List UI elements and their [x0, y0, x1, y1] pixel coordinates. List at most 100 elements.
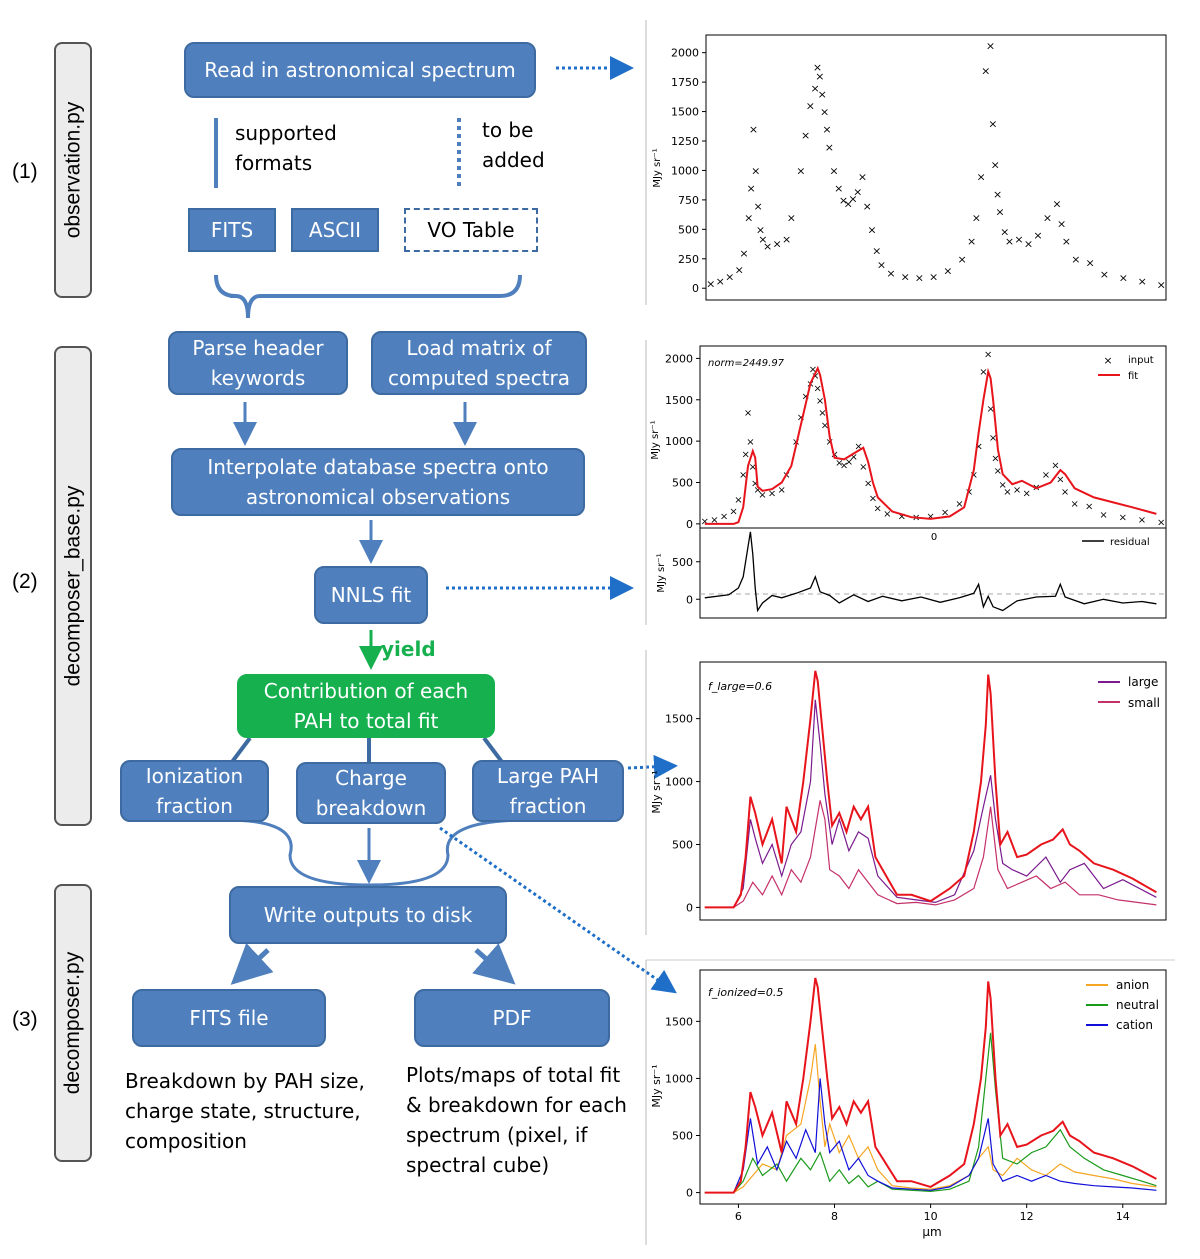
- observation-point: ×: [739, 247, 748, 260]
- charge-frame: [699, 969, 1167, 1205]
- to-be-added-label: to be added: [482, 118, 545, 172]
- fit-input-point: ×: [1022, 488, 1030, 499]
- size-ylabel: MJy sr⁻¹: [650, 770, 663, 813]
- observation-point: ×: [1062, 235, 1071, 248]
- observation-point: ×: [834, 182, 843, 195]
- charge-xtick-label: 12: [1020, 1210, 1034, 1223]
- charge-ytick-label: 1000: [665, 1072, 693, 1085]
- observation-point: ×: [751, 164, 760, 177]
- charge-series-neutral: [704, 1032, 1157, 1194]
- fit-input-point: ×: [809, 364, 817, 375]
- fit-input-point: ×: [850, 452, 858, 463]
- fit-input-point: ×: [835, 458, 843, 469]
- observation-point: ×: [825, 141, 834, 154]
- observation-point: ×: [886, 267, 895, 280]
- observation-ytick-label: 1000: [671, 164, 699, 177]
- observation-point: ×: [1100, 268, 1109, 281]
- supported-formats-label: supported formats: [235, 121, 337, 175]
- dotted-charge-chart: [439, 826, 677, 994]
- residual-series-line: [704, 531, 1157, 613]
- observation-point: ×: [986, 40, 995, 53]
- fit-input-point: ×: [1042, 470, 1050, 481]
- ascii-format-box: ASCII: [291, 208, 379, 252]
- observation-point: ×: [995, 206, 1004, 219]
- fit-input-point: ×: [744, 408, 752, 419]
- fit-input-point: ×: [955, 499, 963, 510]
- observation-point: ×: [758, 233, 767, 246]
- fit-input-point: ×: [1013, 485, 1021, 496]
- branch-large: [482, 736, 504, 764]
- ionization-fraction-box: Ionization fraction: [120, 760, 269, 822]
- legend-fit-label: fit: [1128, 371, 1138, 382]
- observation-point: ×: [820, 106, 829, 119]
- charge-series-anion: [704, 1044, 1157, 1194]
- observation-point: ×: [901, 270, 910, 283]
- fit-input-point: ×: [984, 349, 992, 360]
- charge-xtick-label: 8: [831, 1210, 838, 1223]
- observation-ytick-label: 500: [678, 223, 699, 236]
- step-label-1: (1): [12, 160, 38, 183]
- module-decomposer-base: decomposer_base.py: [54, 346, 92, 826]
- fit-input-point: ×: [710, 515, 718, 526]
- write-outputs-box: Write outputs to disk: [229, 886, 507, 944]
- fit-input-point: ×: [989, 433, 997, 444]
- observation-point: ×: [1000, 226, 1009, 239]
- observation-point: ×: [957, 253, 966, 266]
- observation-point: ×: [839, 194, 848, 207]
- fit-input-point: ×: [1085, 502, 1093, 513]
- fit-input-point: ×: [859, 462, 867, 473]
- observation-frame: [705, 34, 1167, 301]
- legend-cation-label: cation: [1116, 1018, 1153, 1032]
- observation-point: ×: [787, 212, 796, 225]
- fit-ytick-label: 2000: [665, 352, 693, 365]
- observation-point: ×: [818, 88, 827, 101]
- size-annotation: f_large=0.6: [708, 680, 772, 693]
- fit-input-point: ×: [1138, 515, 1146, 526]
- observation-point: ×: [848, 193, 857, 206]
- fit-series-line: [704, 365, 1157, 525]
- observation-point: ×: [863, 200, 872, 213]
- fit-input-point: ×: [739, 470, 747, 481]
- fit-input-point: ×: [979, 367, 987, 378]
- size-ytick-label: 1500: [665, 713, 693, 726]
- fit-input-point: ×: [1157, 517, 1165, 528]
- fit-input-point: ×: [864, 479, 872, 490]
- observation-point: ×: [988, 117, 997, 130]
- observation-ytick-label: 1500: [671, 106, 699, 119]
- legend-residual-label: residual: [1110, 537, 1150, 548]
- size-frame: [699, 661, 1167, 921]
- legend-large-label: large: [1128, 675, 1158, 689]
- fit-input-point: ×: [729, 507, 737, 518]
- residual-ytick-label: 500: [672, 556, 693, 569]
- fit-input-point: ×: [883, 509, 891, 520]
- charge-xtick-label: 14: [1116, 1210, 1130, 1223]
- arrow-write-fits: [230, 942, 274, 985]
- observation-point: ×: [1157, 279, 1166, 292]
- size-series-large: [704, 699, 1157, 908]
- legend-anion-label: anion: [1116, 978, 1149, 992]
- fit-input-point: ×: [749, 462, 757, 473]
- step-label-2: (2): [12, 570, 38, 593]
- fit-input-point: ×: [797, 412, 805, 423]
- fit-input-point: ×: [898, 512, 906, 523]
- observation-point: ×: [1119, 272, 1128, 285]
- arrow-write-pdf: [472, 943, 516, 985]
- charge-annotation: f_ionized=0.5: [708, 986, 783, 999]
- fit-input-point: ×: [994, 466, 1002, 477]
- step-label-3: (3): [12, 1008, 38, 1031]
- observation-point: ×: [829, 164, 838, 177]
- observation-point: ×: [716, 275, 725, 288]
- charge-xtick-label: 6: [735, 1210, 742, 1223]
- observation-point: ×: [782, 233, 791, 246]
- fit-input-point: ×: [986, 404, 994, 415]
- observation-ytick-label: 1250: [671, 135, 699, 148]
- module-decomposer: decomposer.py: [54, 884, 92, 1162]
- observation-point: ×: [1043, 212, 1052, 225]
- fit-input-point: ×: [1099, 510, 1107, 521]
- fit-input-point: ×: [768, 488, 776, 499]
- fit-input-point: ×: [854, 441, 862, 452]
- observation-point: ×: [976, 170, 985, 183]
- fit-input-point: ×: [826, 437, 834, 448]
- fit-input-point: ×: [811, 371, 819, 382]
